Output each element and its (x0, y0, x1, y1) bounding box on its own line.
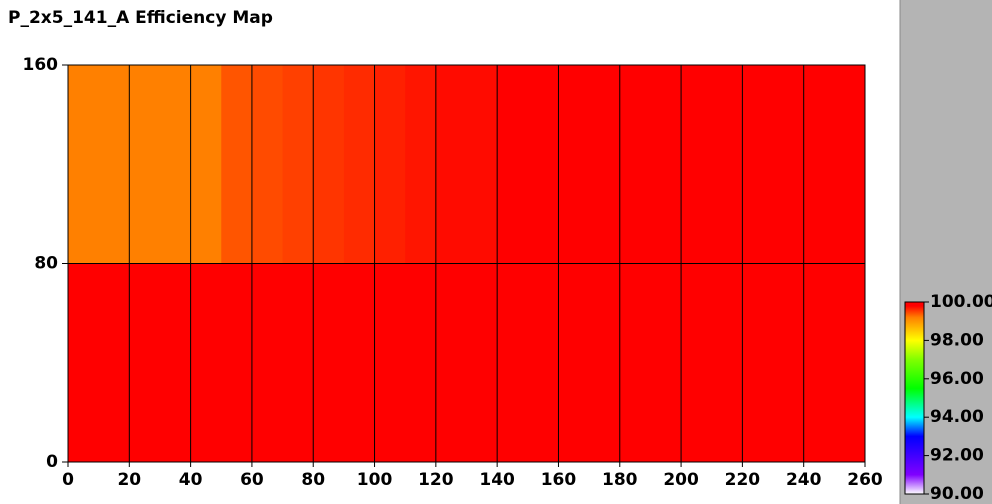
x-tick-label: 220 (725, 470, 761, 490)
heat-cell (98, 263, 130, 462)
heat-cell (711, 263, 743, 462)
heat-cell (313, 263, 345, 462)
heat-cell (159, 65, 192, 264)
x-tick-label: 160 (541, 470, 577, 490)
heat-cell (803, 263, 835, 462)
heat-cell (405, 65, 437, 264)
heat-cell (435, 263, 467, 462)
x-tick-label: 140 (479, 470, 515, 490)
heat-cell (497, 263, 529, 462)
colorbar-tick-label: 94.00 (930, 407, 984, 427)
x-tick-label: 120 (418, 470, 454, 490)
x-tick-label: 60 (240, 470, 264, 490)
heat-cell (405, 263, 437, 462)
heat-cell (190, 263, 222, 462)
x-tick-label: 180 (602, 470, 638, 490)
heat-cell (742, 263, 774, 462)
colorbar-tick-label: 100.00 (930, 292, 992, 312)
heat-cell (681, 263, 713, 462)
heat-cell (742, 65, 774, 264)
heat-cell (773, 263, 805, 462)
heat-cell (374, 263, 406, 462)
x-tick-label: 100 (357, 470, 393, 490)
heat-cell (803, 65, 835, 264)
heat-cell (589, 65, 621, 264)
heat-cell (558, 65, 590, 264)
heat-cell (650, 263, 682, 462)
heat-cell (343, 263, 376, 462)
heat-cell (159, 263, 192, 462)
heat-cell (251, 263, 284, 462)
heat-cell (68, 65, 100, 264)
heat-cell (619, 263, 651, 462)
heat-cell (650, 65, 682, 264)
x-tick-label: 0 (62, 470, 74, 490)
x-tick-label: 240 (786, 470, 822, 490)
heat-cell (282, 263, 314, 462)
heat-cell (129, 65, 161, 264)
heat-cell (527, 65, 559, 264)
heat-cell (527, 263, 559, 462)
heat-cell (251, 65, 284, 264)
colorbar (904, 301, 925, 495)
heat-cell (497, 65, 529, 264)
heat-cell (129, 263, 161, 462)
heat-cell (374, 65, 406, 264)
heat-cell (435, 65, 467, 264)
heat-cell (313, 65, 345, 264)
heat-cell (190, 65, 222, 264)
heat-cell (834, 65, 866, 264)
y-tick-label: 80 (34, 254, 58, 274)
y-tick-label: 160 (23, 55, 59, 75)
colorbar-tick-label: 90.00 (930, 484, 984, 504)
heat-cell (773, 65, 805, 264)
heat-cell (282, 65, 314, 264)
chart-title: P_2x5_141_A Efficiency Map (8, 8, 273, 28)
heat-cell (343, 65, 376, 264)
x-tick-label: 20 (117, 470, 141, 490)
colorbar-tick-label: 92.00 (930, 446, 984, 466)
heat-cell (619, 65, 651, 264)
x-tick-label: 40 (179, 470, 203, 490)
colorbar-tick-label: 96.00 (930, 369, 984, 389)
heat-cell (589, 263, 621, 462)
x-tick-label: 260 (847, 470, 883, 490)
heat-cell (681, 65, 713, 264)
heat-cell (466, 263, 498, 462)
heat-cell (68, 263, 100, 462)
heat-cell (466, 65, 498, 264)
heat-cell (221, 263, 253, 462)
colorbar-tick-label: 98.00 (930, 330, 984, 350)
heat-cell (558, 263, 590, 462)
heat-cell (834, 263, 866, 462)
x-tick-label: 200 (663, 470, 699, 490)
heat-cell (711, 65, 743, 264)
x-tick-label: 80 (301, 470, 325, 490)
heat-cell (98, 65, 130, 264)
y-tick-label: 0 (46, 452, 58, 472)
heat-cell (221, 65, 253, 264)
